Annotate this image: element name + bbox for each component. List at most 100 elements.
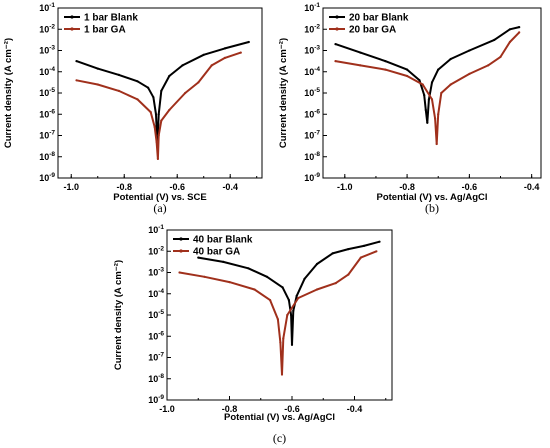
chart-0-series-1-point-10 bbox=[168, 108, 171, 112]
chart-1-series-1-point-15 bbox=[518, 31, 521, 34]
chart-1-x-tick-label-3: -0.4 bbox=[524, 182, 540, 192]
chart-2-legend-marker-0 bbox=[179, 237, 183, 241]
chart-2-series-0-point-0 bbox=[197, 256, 200, 259]
chart-0-panel-label: (a) bbox=[153, 201, 166, 215]
chart-1-y-tick-label-6: 10-3 bbox=[304, 45, 320, 56]
chart-1-series-1-point-3 bbox=[406, 74, 409, 78]
chart-1-series-0-point-10 bbox=[437, 68, 440, 71]
chart-1-series-line-1 bbox=[335, 31, 520, 145]
chart-1-x-axis-label: Potential (V) vs. Ag/AgCl bbox=[376, 192, 487, 203]
chart-1-panel-label: (b) bbox=[425, 201, 439, 215]
chart-0-series-0-point-2 bbox=[117, 73, 120, 76]
chart-2-x-tick-label-0: -1.0 bbox=[159, 404, 175, 414]
chart-0-y-axis-label: Current density (A cm⁻²) bbox=[3, 38, 14, 148]
chart-1-legend-label-0: 20 bar Blank bbox=[349, 13, 409, 24]
chart-0-series-1-point-9 bbox=[160, 119, 163, 122]
chart-1-series-0-point-5 bbox=[423, 94, 426, 97]
chart-2-y-tick-label-7: 10-2 bbox=[148, 245, 164, 256]
chart-2-series-1-point-15 bbox=[375, 250, 378, 253]
chart-2-series-1-point-4 bbox=[269, 299, 272, 302]
chart-0-series-1-point-12 bbox=[197, 81, 200, 84]
chart-2-y-tick-label-5: 10-4 bbox=[148, 288, 164, 299]
chart-2-series-0-point-8 bbox=[292, 309, 295, 312]
chart-1-series-0-point-11 bbox=[449, 57, 452, 61]
chart-0-y-tick-label-5: 10-4 bbox=[39, 66, 55, 77]
chart-2-series-0-point-13 bbox=[347, 248, 350, 251]
chart-2-series-1-point-0 bbox=[178, 271, 181, 274]
chart-1-series-1-point-4 bbox=[421, 83, 424, 86]
chart-0-series-0-point-3 bbox=[136, 80, 139, 83]
chart-panel-b: -1.0 -0.8 -0.6 -0.4 10-9 10-8 10-7 10-6 10-5 10-4… bbox=[275, 0, 550, 220]
chart-0-x-tick-label-3: -0.4 bbox=[222, 182, 238, 192]
chart-2-series-0-point-1 bbox=[222, 260, 225, 263]
chart-0-y-tick-label-4: 10-5 bbox=[39, 87, 55, 98]
chart-0-x-tick-label-2: -0.6 bbox=[169, 182, 185, 192]
chart-0-series-0-point-10 bbox=[168, 74, 171, 78]
chart-2-series-0-point-11 bbox=[315, 262, 319, 266]
chart-0-series-1-point-6 bbox=[155, 140, 158, 143]
chart-0-series-1-point-13 bbox=[210, 64, 213, 67]
chart-2-series-0-point-15 bbox=[378, 240, 381, 243]
chart-1-y-tick-label-8: 10-1 bbox=[304, 2, 320, 13]
chart-1-series-1-point-5 bbox=[430, 98, 434, 101]
chart-0-x-axis-label: Potential (V) vs. SCE bbox=[113, 192, 206, 203]
chart-1-x-tick-label-2: -0.6 bbox=[462, 182, 478, 192]
chart-0-series-1-point-1 bbox=[96, 83, 99, 86]
chart-1-series-1-point-1 bbox=[359, 64, 362, 67]
chart-2-legend-label-0: 40 bar Blank bbox=[193, 235, 253, 246]
chart-2-series-1-point-5 bbox=[276, 318, 279, 321]
chart-0-series-1-point-3 bbox=[136, 98, 139, 101]
chart-2-series-1-point-3 bbox=[253, 288, 256, 291]
chart-1-series-0-point-12 bbox=[468, 49, 471, 52]
chart-2-series-1-point-1 bbox=[203, 275, 206, 278]
chart-1-series-0-point-15 bbox=[518, 26, 521, 29]
chart-1-y-tick-label-2: 10-7 bbox=[304, 130, 320, 141]
chart-1-legend-label-1: 20 bar GA bbox=[349, 25, 396, 36]
chart-2-series-1-point-9 bbox=[286, 313, 289, 317]
chart-2-series-0-point-9 bbox=[295, 294, 298, 297]
chart-1-legend-marker-1 bbox=[335, 27, 339, 31]
chart-0-series-1-point-0 bbox=[75, 79, 78, 82]
chart-2-series-0-point-5 bbox=[287, 299, 290, 302]
chart-0-series-0-point-13 bbox=[223, 47, 226, 50]
chart-1-x-tick-label-0: -1.0 bbox=[337, 182, 353, 192]
chart-0-legend-marker-0 bbox=[70, 15, 74, 19]
chart-0-series-0-point-0 bbox=[75, 60, 78, 63]
chart-2-series-1-point-13 bbox=[347, 273, 350, 276]
chart-0-y-tick-label-1: 10-8 bbox=[39, 151, 55, 162]
chart-0-series-0-point-11 bbox=[181, 64, 184, 67]
chart-0-series-1-point-15 bbox=[239, 51, 242, 54]
chart-1-series-1-point-10 bbox=[449, 83, 452, 86]
chart-1-series-0-point-4 bbox=[418, 79, 421, 82]
chart-panel-c: -1.0 -0.8 -0.6 -0.4 10-9 10-8 10-7 10-6 10-5 10-4… bbox=[110, 222, 410, 448]
chart-2-series-1-point-7 bbox=[280, 373, 284, 376]
chart-panel-a: -1.0 -0.8 -0.6 -0.4 10-9 10-8 10-7 10-6 10-5 10-4… bbox=[0, 0, 275, 220]
chart-1-series-1-point-14 bbox=[508, 40, 511, 44]
chart-1-series-1-point-9 bbox=[440, 91, 443, 95]
chart-2-y-axis-label: Current density (A cm⁻²) bbox=[113, 260, 124, 370]
chart-0-series-1-point-2 bbox=[117, 89, 120, 92]
chart-b-svg: -1.0 -0.8 -0.6 -0.4 10-9 10-8 10-7 10-6 10-5 10-4… bbox=[278, 2, 542, 215]
chart-0-y-tick-label-6: 10-3 bbox=[39, 45, 55, 56]
chart-2-series-0-point-6 bbox=[290, 313, 293, 317]
chart-2-series-0-point-10 bbox=[303, 277, 306, 280]
chart-0-series-1-point-8 bbox=[157, 134, 160, 137]
chart-1-series-0-point-1 bbox=[359, 51, 362, 54]
chart-0-legend-label-0: 1 bar Blank bbox=[84, 13, 138, 24]
chart-2-series-0-point-12 bbox=[331, 252, 334, 255]
chart-0-y-tick-label-7: 10-2 bbox=[39, 23, 55, 34]
chart-2-y-tick-label-0: 10-9 bbox=[148, 394, 164, 405]
chart-1-legend-marker-0 bbox=[335, 15, 339, 19]
chart-2-series-1-point-11 bbox=[315, 288, 319, 291]
chart-1-y-tick-label-3: 10-6 bbox=[304, 108, 320, 119]
chart-0-y-tick-label-3: 10-6 bbox=[39, 108, 55, 119]
chart-0-series-0-point-4 bbox=[147, 86, 150, 89]
chart-2-series-1-point-6 bbox=[279, 341, 282, 344]
chart-1-series-0-point-14 bbox=[508, 28, 511, 31]
chart-2-series-0-point-7 bbox=[290, 343, 294, 346]
chart-0-x-tick-label-0: -1.0 bbox=[63, 182, 79, 192]
chart-2-y-tick-label-2: 10-7 bbox=[148, 352, 164, 363]
chart-0-series-0-point-6 bbox=[154, 113, 158, 116]
chart-0-series-0-point-8 bbox=[157, 113, 160, 116]
chart-2-series-1-point-2 bbox=[228, 281, 231, 284]
